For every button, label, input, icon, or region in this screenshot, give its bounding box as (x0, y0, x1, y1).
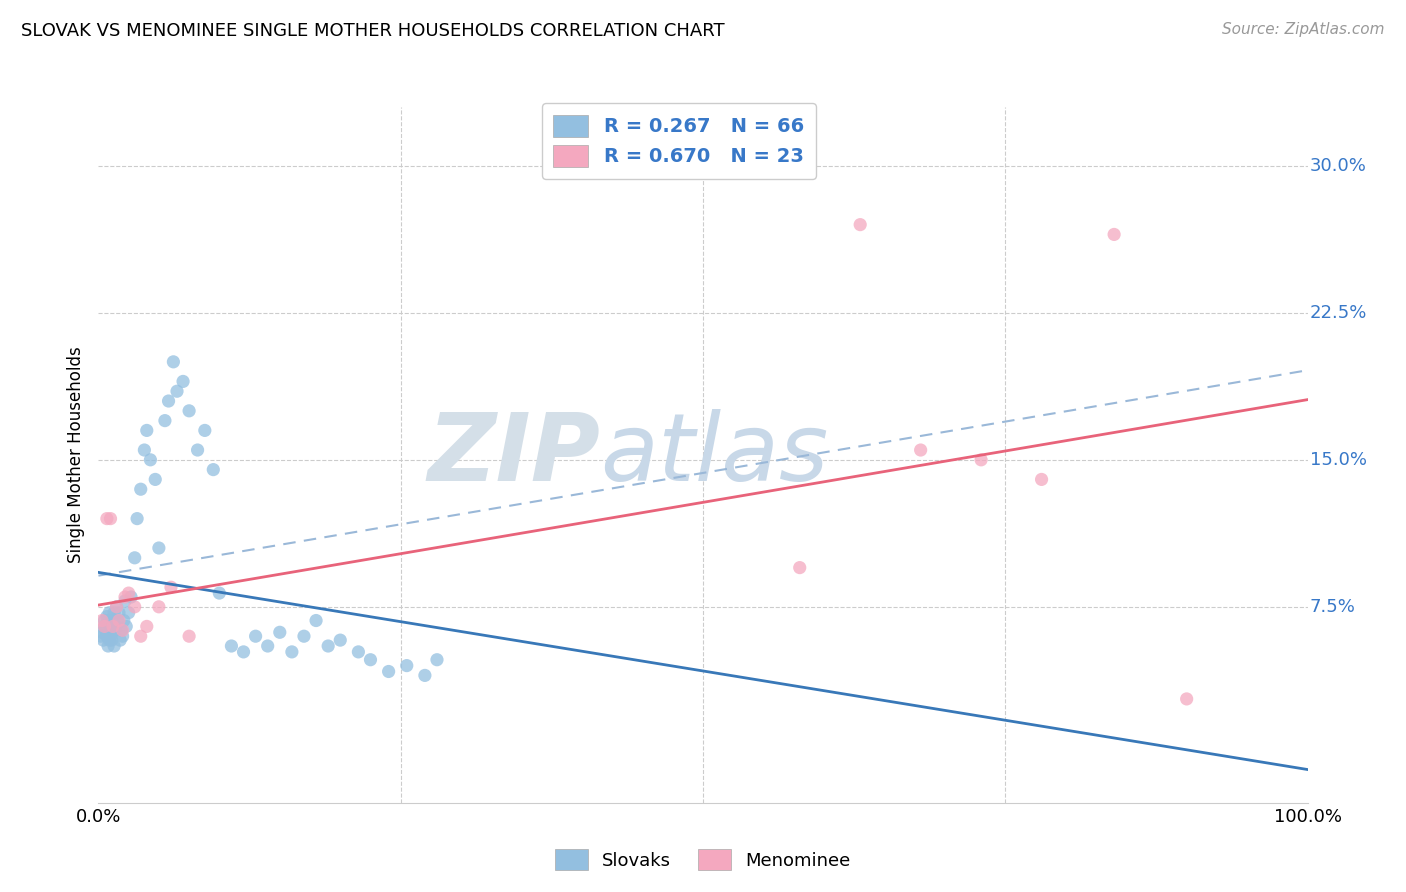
Point (202, 462, 225, 476)
Text: Source: ZipAtlas.com: Source: ZipAtlas.com (1222, 22, 1385, 37)
Point (100, 624, 122, 638)
Point (377, 665, 399, 679)
Point (139, 452, 162, 467)
Point (395, 658, 418, 673)
Point (115, 619, 138, 633)
Point (105, 599, 128, 614)
Point (91, 633, 114, 648)
Point (103, 639, 125, 653)
Text: SLOVAK VS MENOMINEE SINGLE MOTHER HOUSEHOLDS CORRELATION CHART: SLOVAK VS MENOMINEE SINGLE MOTHER HOUSEH… (21, 22, 724, 40)
Point (177, 629, 201, 643)
Point (97, 639, 120, 653)
Point (96, 629, 118, 643)
Point (94, 624, 117, 638)
Point (112, 614, 135, 628)
Point (129, 629, 152, 643)
Point (100, 619, 122, 633)
Point (187, 443, 209, 458)
Point (157, 394, 180, 409)
Point (114, 594, 136, 608)
Point (166, 384, 188, 399)
Point (114, 590, 136, 604)
Point (96, 511, 118, 525)
Point (194, 424, 217, 438)
Point (111, 624, 134, 638)
Point (134, 443, 156, 458)
Point (329, 633, 352, 648)
Point (90, 629, 112, 643)
Point (127, 511, 149, 525)
Point (100, 633, 122, 648)
Text: 22.5%: 22.5% (1310, 304, 1368, 322)
Text: ZIP: ZIP (427, 409, 600, 501)
Point (105, 619, 128, 633)
Point (100, 511, 122, 525)
Point (162, 355, 184, 369)
Point (360, 653, 382, 667)
Point (148, 599, 170, 614)
Point (413, 668, 436, 682)
Point (316, 639, 339, 653)
Point (292, 629, 315, 643)
Point (101, 619, 124, 633)
Point (269, 625, 291, 640)
Point (1175, 692, 1198, 706)
Point (789, 560, 811, 574)
Point (256, 639, 278, 653)
Point (347, 645, 370, 659)
Text: 7.5%: 7.5% (1310, 598, 1355, 615)
Point (1102, 227, 1125, 242)
Point (910, 443, 932, 458)
Point (103, 606, 125, 620)
Point (118, 586, 141, 600)
Point (98, 606, 121, 620)
Point (93, 619, 115, 633)
Point (108, 606, 131, 620)
Point (221, 639, 243, 653)
Point (849, 218, 872, 232)
Text: 15.0%: 15.0% (1310, 450, 1367, 469)
Point (153, 414, 176, 428)
Point (101, 614, 124, 628)
Point (160, 580, 183, 594)
Point (118, 606, 141, 620)
Point (970, 452, 993, 467)
Point (281, 645, 304, 659)
Point (93, 614, 115, 628)
Point (124, 550, 146, 565)
Point (105, 599, 128, 614)
Point (108, 614, 131, 628)
Point (305, 614, 328, 628)
Point (108, 633, 131, 648)
Text: atlas: atlas (600, 409, 828, 500)
Point (97, 614, 120, 628)
Point (172, 375, 194, 389)
Point (124, 599, 146, 614)
Point (110, 624, 132, 638)
Point (120, 590, 142, 604)
Point (129, 482, 152, 496)
Point (426, 653, 449, 667)
Point (1031, 472, 1053, 486)
Point (100, 629, 122, 643)
Point (107, 614, 129, 628)
Point (177, 404, 201, 418)
Point (93, 619, 115, 633)
Point (135, 619, 157, 633)
Point (135, 424, 157, 438)
Text: 30.0%: 30.0% (1310, 157, 1367, 175)
Point (91, 625, 114, 640)
Point (96, 609, 118, 624)
Point (208, 586, 231, 600)
Point (104, 624, 127, 638)
Legend: Slovaks, Menominee: Slovaks, Menominee (548, 842, 858, 877)
Point (245, 629, 267, 643)
Point (111, 629, 134, 643)
Y-axis label: Single Mother Households: Single Mother Households (67, 347, 86, 563)
Point (143, 472, 166, 486)
Point (232, 645, 254, 659)
Point (98, 633, 121, 648)
Point (91, 614, 114, 628)
Point (148, 541, 170, 555)
